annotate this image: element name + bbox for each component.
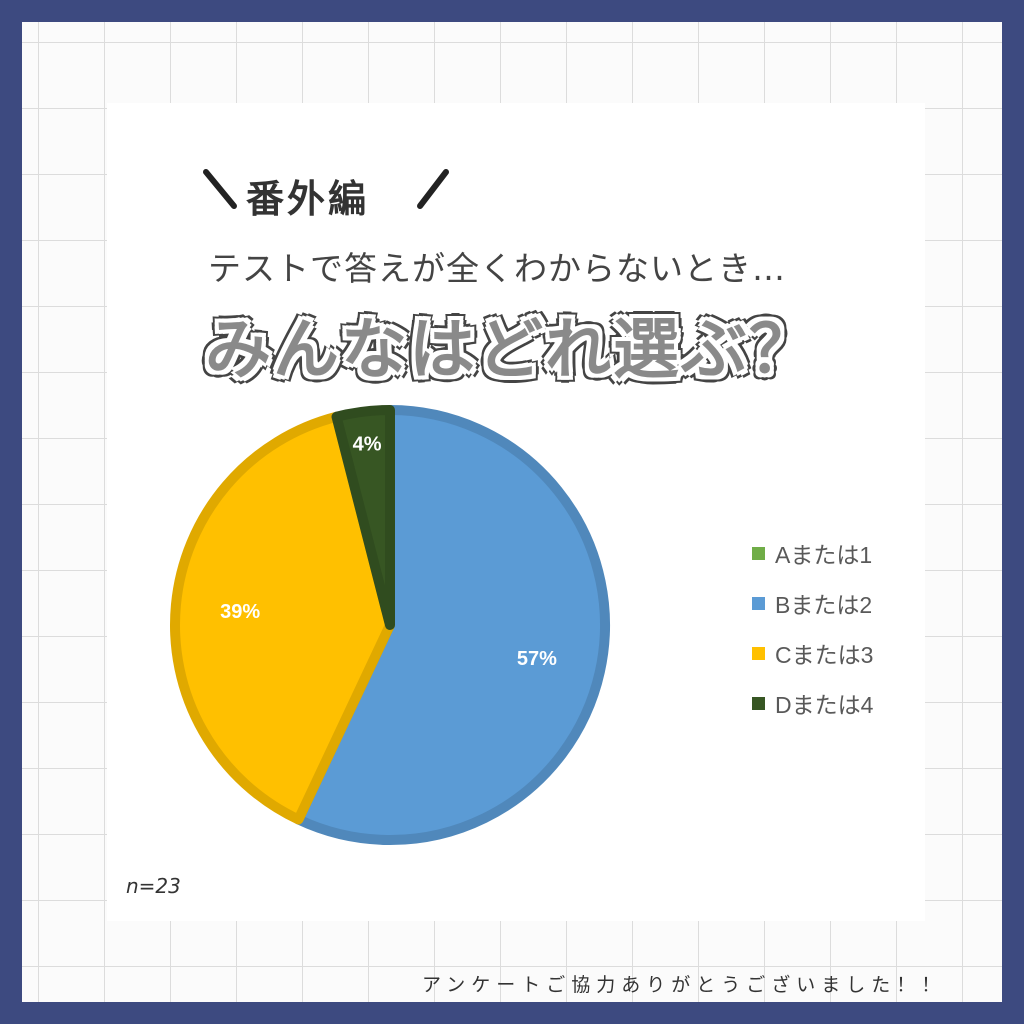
pie-slice-c	[170, 411, 395, 825]
legend-swatch	[752, 646, 765, 660]
legend-swatch	[752, 546, 765, 560]
chart-legend: Aまたは1 Bまたは2 Cまたは3 Dまたは4	[752, 528, 873, 728]
pie-chart: 57% 39% 4%	[170, 405, 610, 845]
heading-tag-text: 番外編	[246, 177, 370, 221]
slash-decoration-icon	[203, 169, 449, 209]
legend-label: Cまたは3	[775, 642, 874, 668]
legend-item-a: Aまたは1	[752, 528, 873, 578]
heading-tag: 番外編	[198, 160, 458, 221]
legend-swatch	[752, 596, 765, 610]
legend-item-c: Cまたは3	[752, 628, 873, 678]
legend-label: Dまたは4	[775, 692, 874, 718]
legend-item-d: Dまたは4	[752, 678, 873, 728]
legend-item-b: Bまたは2	[752, 578, 873, 628]
page-title: みんなはどれ選ぶ？	[205, 311, 817, 388]
sample-size-note: n=23	[126, 874, 181, 898]
data-label-slice-d: 4%	[353, 434, 382, 456]
legend-swatch	[752, 696, 765, 710]
pie-slice-d	[331, 405, 395, 630]
subtitle: テストで答えが全くわからないとき…	[208, 249, 786, 288]
pie-slice-b	[293, 405, 610, 845]
footer-thanks: アンケートご協力ありがとうございました！！	[422, 974, 947, 996]
data-label-slice-c: 39%	[220, 601, 260, 623]
legend-label: Bまたは2	[775, 592, 873, 618]
data-label-slice-b: 57%	[517, 648, 557, 670]
legend-label: Aまたは1	[775, 542, 873, 568]
